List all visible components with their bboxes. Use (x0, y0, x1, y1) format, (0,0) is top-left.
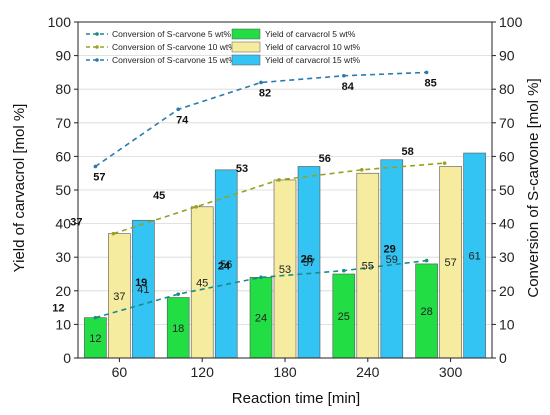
conversion-point (259, 275, 263, 280)
legend-bar-swatch (231, 54, 261, 66)
x-tick-label: 120 (191, 364, 215, 380)
y-tick-label-left: 50 (55, 182, 71, 198)
legend-bar-swatch (231, 28, 261, 40)
legend-entry-label: Yield of carvacrol 5 wt% (265, 29, 356, 39)
conversion-point (442, 161, 447, 165)
bars (84, 152, 486, 359)
legend-bar-swatch (231, 41, 261, 53)
y-tick-label-right: 70 (499, 115, 515, 131)
y-tick-label-right: 20 (499, 283, 515, 299)
y-tick-label-right: 80 (499, 81, 515, 97)
conversion-value-label: 82 (259, 87, 271, 99)
bar-value-label: 25 (338, 311, 350, 323)
conversion-point (360, 168, 364, 172)
conversion-point (93, 315, 98, 320)
legend-entry-label: Conversion of S-carvone 5 wt% (112, 29, 231, 39)
conversion-value-label: 24 (218, 260, 231, 272)
conversion-value-label: 19 (135, 277, 147, 289)
conversion-point (424, 70, 429, 75)
conversion-point (176, 292, 180, 296)
conversion-value-label: 74 (176, 114, 189, 126)
conversion-value-label: 56 (319, 153, 331, 165)
conversion-value-label: 29 (383, 244, 395, 256)
axes: 0 0 10 10 20 20 30 30 40 40 50 50 60 60 70 70 80 80 90 90 10… (48, 14, 523, 380)
legend-line-marker (95, 58, 99, 62)
bar-value-label: 45 (196, 277, 208, 289)
x-tick-label: 300 (439, 364, 463, 380)
y-tick-label-right: 60 (499, 148, 515, 164)
bar-value-label: 57 (444, 257, 456, 269)
conversion-point (259, 80, 263, 85)
y-tick-label-left: 10 (55, 316, 71, 332)
conversion-line-1 (95, 259, 427, 319)
y-tick-label-right: 100 (499, 14, 523, 30)
conversion-point (176, 107, 180, 112)
conversion-value-label: 85 (424, 77, 436, 89)
legend-entry-label: Conversion of S-carvone 10 wt% (112, 42, 236, 52)
y-tick-label-left: 30 (55, 249, 71, 265)
y-tick-label-left: 0 (63, 350, 71, 366)
conversion-value-label: 26 (301, 254, 313, 266)
x-axis-title: Reaction time [min] (232, 390, 360, 407)
conversion-value-label: 58 (401, 146, 413, 158)
conversion-value-label: 84 (342, 81, 355, 93)
conversion-point (277, 178, 281, 182)
y-tick-label-right: 40 (499, 216, 515, 232)
conversion-value-label: 57 (93, 171, 105, 183)
bar-value-label: 41 (137, 284, 149, 296)
conversion-line-3 (94, 71, 427, 168)
y-axis-right-title: Conversion of S-carvone [mol %] (525, 78, 542, 297)
conversion-point (111, 231, 116, 236)
y-tick-label-right: 0 (499, 350, 507, 366)
legend: Conversion of S-carvone 5 wt% Conversion … (86, 28, 361, 66)
conversion-point (194, 205, 198, 209)
x-tick-label: 240 (356, 364, 380, 380)
bar-value-label: 37 (113, 291, 125, 303)
y-tick-label-left: 90 (55, 48, 71, 64)
bar-value-label: 53 (279, 264, 291, 276)
legend-entry-label: Conversion of S-carvone 15 wt% (112, 55, 236, 65)
conversion-point (342, 268, 346, 273)
legend-line-marker (95, 32, 99, 36)
bar-value-label: 61 (468, 251, 480, 263)
legend-entry-label: Yield of carvacrol 15 wt% (265, 55, 361, 65)
bar-value-label: 24 (255, 313, 267, 325)
conversion-point (424, 258, 429, 263)
x-tick-label: 60 (112, 364, 128, 380)
y-tick-label-left: 70 (55, 115, 71, 131)
y-tick-label-left: 80 (55, 81, 71, 97)
y-axis-left-title: Yield of carvacrol [mol %] (11, 104, 28, 273)
bar-value-label: 18 (172, 323, 184, 335)
y-tick-label-right: 30 (499, 249, 515, 265)
conversion-point (342, 73, 346, 78)
bar-value-label: 57 (303, 257, 315, 269)
y-tick-label-left: 100 (48, 14, 72, 30)
conversion-value-label: 37 (70, 217, 82, 229)
bar-value-label: 28 (420, 306, 432, 318)
x-tick-label: 180 (273, 364, 297, 380)
y-tick-label-left: 40 (55, 216, 71, 232)
y-tick-label-right: 90 (499, 48, 515, 64)
y-tick-label-left: 20 (55, 283, 71, 299)
y-tick-label-left: 60 (55, 148, 71, 164)
legend-line-marker (95, 45, 99, 49)
legend-entry-label: Yield of carvacrol 10 wt% (265, 42, 361, 52)
conversion-value-label: 45 (153, 190, 165, 202)
conversion-lines (93, 70, 447, 320)
bar-value-label: 55 (362, 261, 374, 273)
conversion-point (93, 164, 98, 169)
y-tick-label-right: 50 (499, 182, 515, 198)
bar-value-label: 56 (220, 259, 232, 271)
bar-value-label: 59 (386, 254, 398, 266)
data-labels: 1237411845562453572555592857611219242629… (52, 77, 480, 344)
y-tick-label-right: 10 (499, 316, 515, 332)
conversion-value-label: 53 (236, 163, 248, 175)
conversion-value-label: 12 (52, 303, 64, 315)
bar-value-label: 12 (89, 333, 101, 345)
